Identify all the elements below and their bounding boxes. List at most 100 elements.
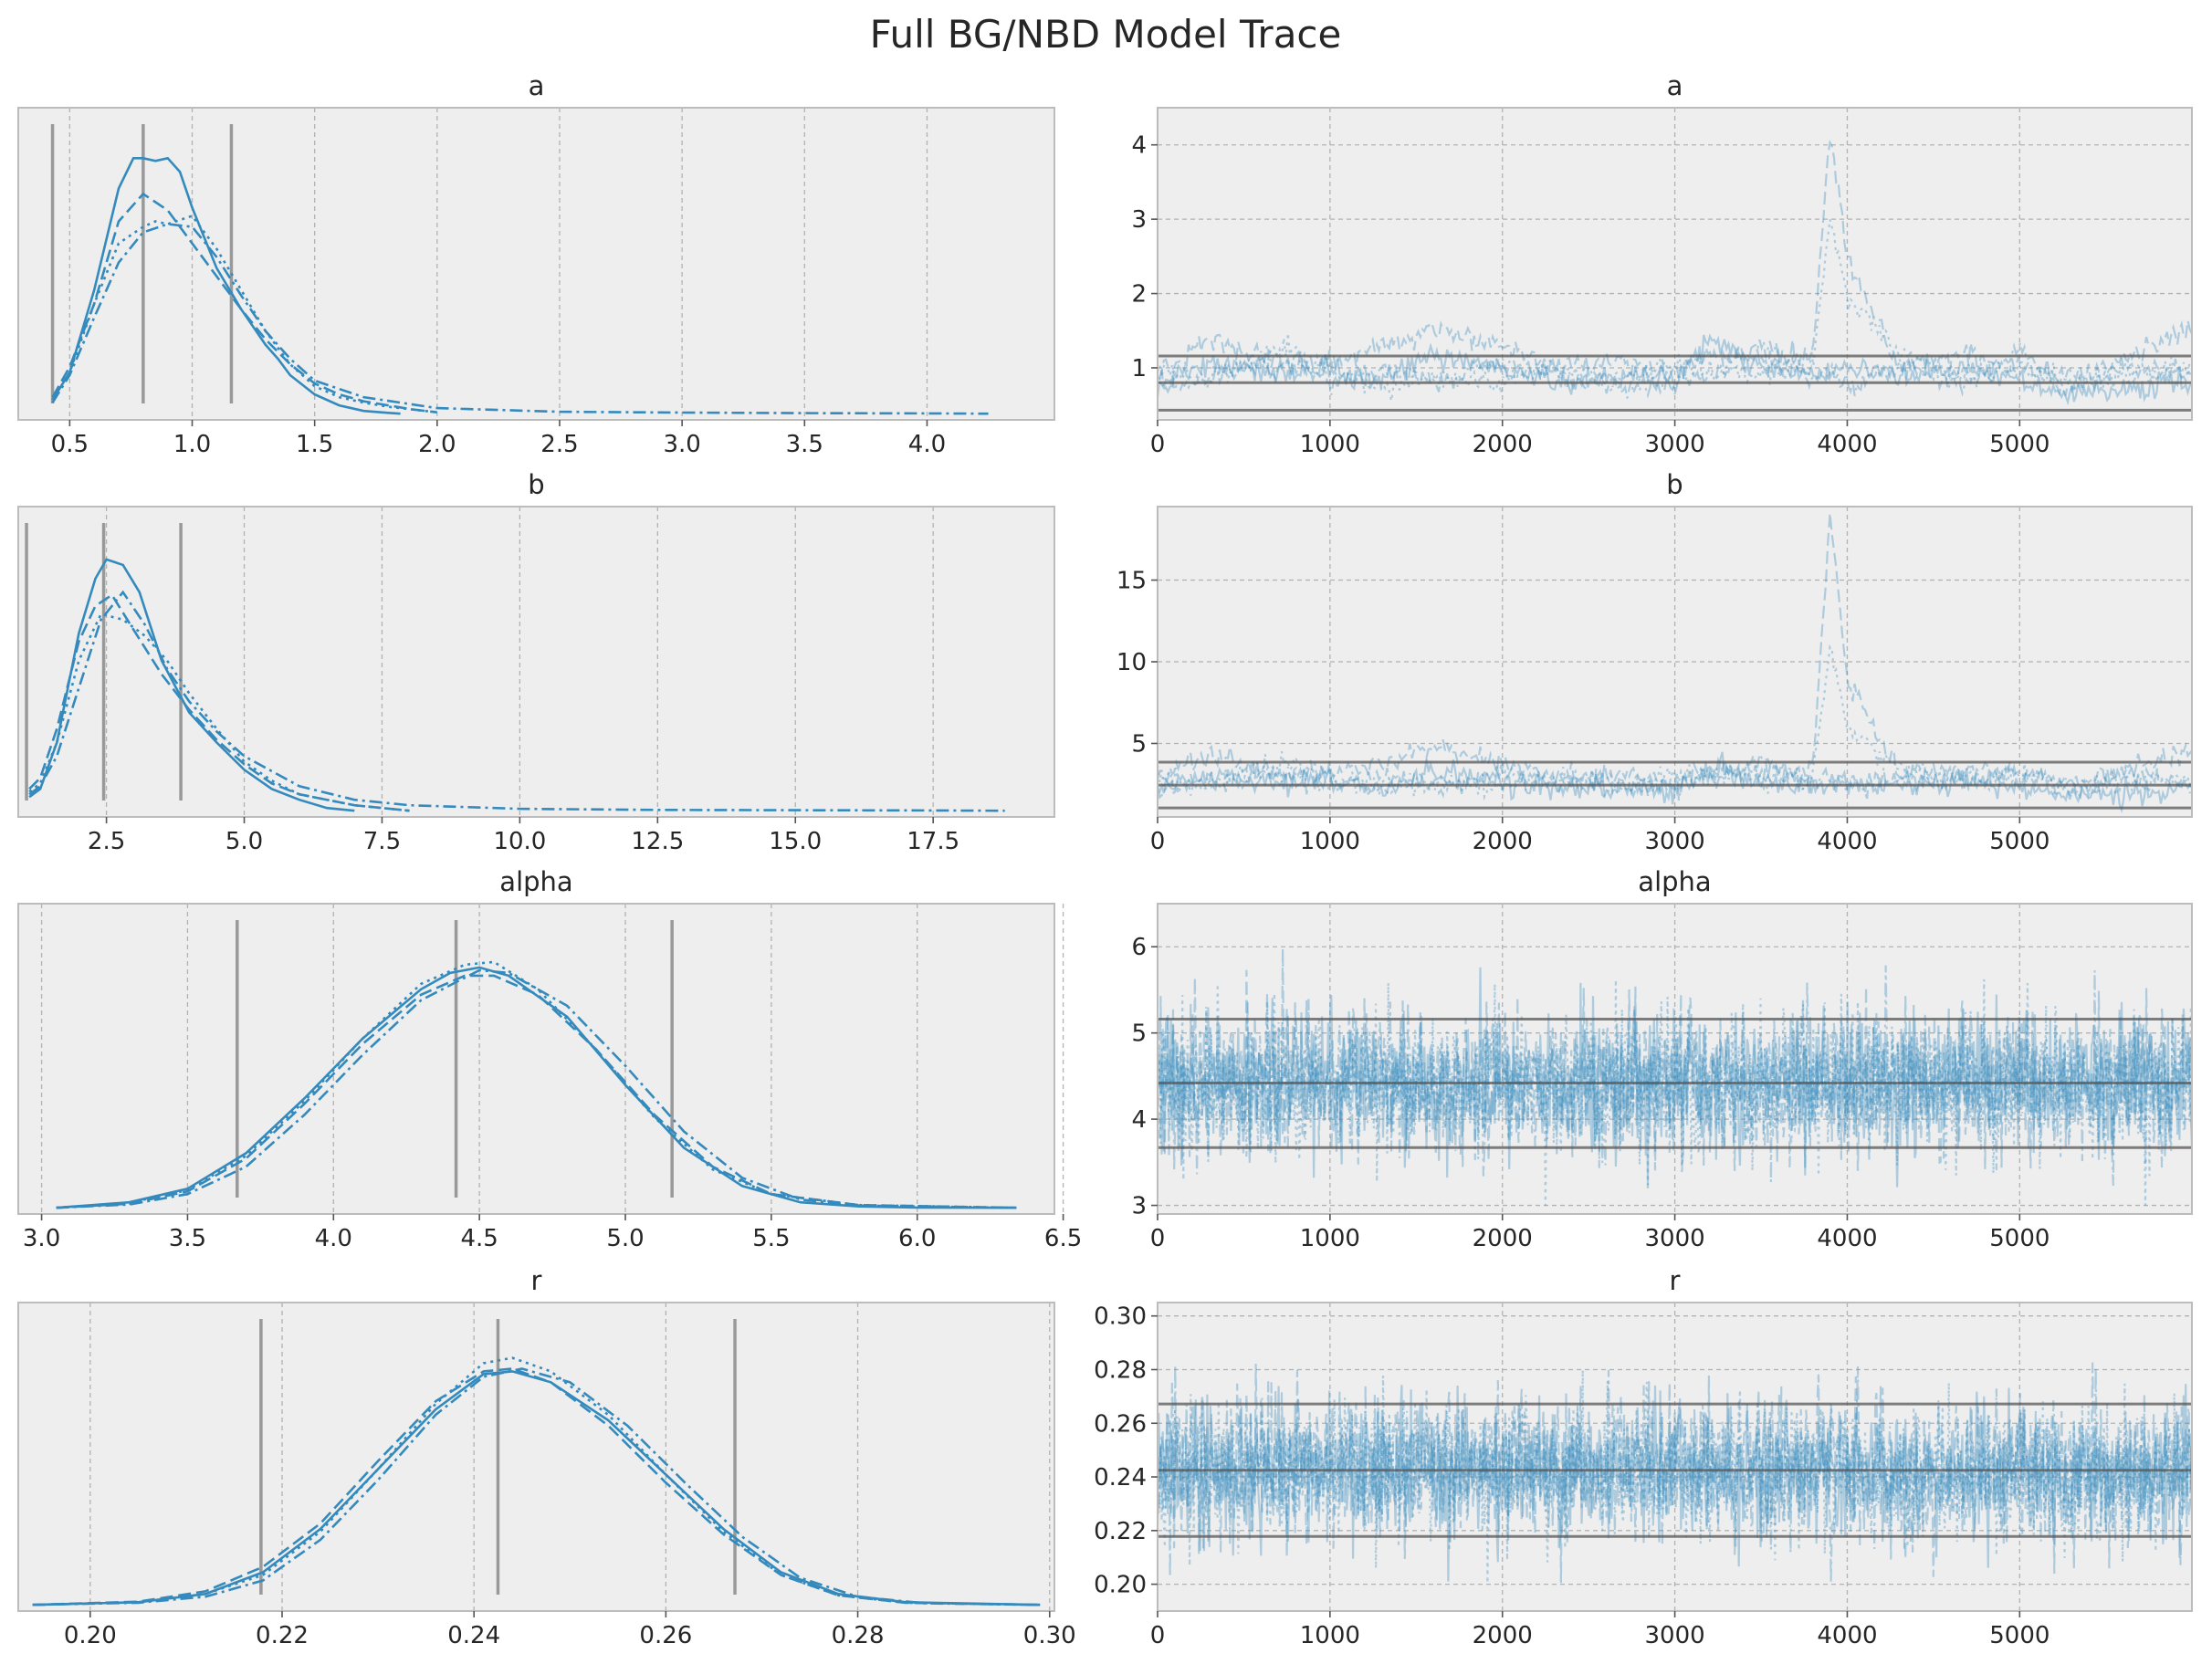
x-tick-label: 3000 — [1645, 1225, 1705, 1252]
x-tick-label: 0.26 — [639, 1622, 692, 1649]
x-tick-label: 0 — [1150, 828, 1166, 855]
plot-content — [1158, 512, 2192, 814]
figure-title: Full BG/NBD Model Trace — [870, 12, 1342, 57]
y-tick-label: 10 — [1116, 649, 1147, 676]
plot-area — [18, 108, 1054, 420]
x-tick-label: 17.5 — [907, 828, 959, 855]
plot-content — [1158, 139, 2192, 412]
panel-kde-b: b 2.5 5.0 7.5 10.0 12.5 15.0 17.5 — [17, 469, 1055, 855]
plot-area — [18, 507, 1054, 817]
panel-trace-b: b 0 1000 2000 3000 4000 5000 5 10 15 — [1116, 469, 2193, 855]
trace-series-dotted — [1158, 219, 2192, 402]
x-tick-label: 4.5 — [460, 1225, 498, 1252]
x-tick-label: 1.5 — [296, 431, 333, 458]
y-tick-label: 0.24 — [1094, 1464, 1147, 1491]
y-tick-label: 15 — [1116, 568, 1147, 595]
panel-kde-alpha: alpha 3.0 3.5 4.0 4.5 5.0 5.5 6.0 6.5 — [17, 866, 1082, 1252]
x-tick-label: 0.30 — [1023, 1622, 1076, 1649]
x-tick-label: 1000 — [1300, 431, 1360, 458]
x-tick-label: 5.0 — [606, 1225, 644, 1252]
plot-content — [56, 920, 1017, 1209]
kde-series-dashed — [56, 974, 1017, 1209]
trace-series-dotted — [1158, 644, 2192, 801]
y-tick-label: 3 — [1131, 206, 1147, 234]
trace-series-dashed — [1158, 1363, 2192, 1584]
x-tick-label: 1.0 — [173, 431, 211, 458]
plot-frame — [17, 1302, 1055, 1612]
x-tick-label: 5.0 — [225, 828, 263, 855]
plot-area — [18, 904, 1054, 1214]
kde-series-dashdot — [32, 1367, 1041, 1606]
plot-content — [50, 124, 989, 415]
x-tick-label: 2.5 — [540, 431, 578, 458]
kde-series-dashed — [28, 592, 410, 812]
x-tick-label: 5000 — [1989, 1225, 2050, 1252]
kde-series-dashdot — [51, 223, 989, 415]
x-tick-label: 0.5 — [51, 431, 89, 458]
plot-content — [1158, 1362, 2192, 1584]
y-tick-label: 4 — [1131, 1106, 1147, 1134]
x-tick-label: 4000 — [1817, 828, 1877, 855]
panel-trace-r: r 0 1000 2000 3000 4000 5000 0.20 0.22 0.24 0.26 0.… — [1094, 1265, 2193, 1649]
x-tick-label: 3000 — [1645, 431, 1705, 458]
x-tick-label: 4000 — [1817, 1622, 1877, 1649]
x-tick-label: 12.5 — [631, 828, 684, 855]
x-tick-label: 10.0 — [493, 828, 546, 855]
x-tick-label: 0.22 — [256, 1622, 309, 1649]
x-tick-label: 5.5 — [752, 1225, 790, 1252]
y-tick-label: 4 — [1131, 132, 1147, 160]
x-tick-label: 0 — [1150, 431, 1166, 458]
kde-series-dashdot — [56, 968, 1017, 1209]
kde-series-dotted — [51, 214, 437, 413]
panel-title: b — [528, 469, 544, 500]
y-tick-label: 0.28 — [1094, 1356, 1147, 1384]
x-tick-label: 6.0 — [898, 1225, 936, 1252]
kde-series-dashed — [32, 1367, 1041, 1606]
y-tick-label: 5 — [1131, 730, 1147, 758]
x-tick-label: 3.5 — [786, 431, 823, 458]
x-tick-label: 5000 — [1989, 431, 2050, 458]
x-tick-label: 1000 — [1300, 1622, 1360, 1649]
panel-trace-alpha: alpha 0 1000 2000 3000 4000 5000 3 4 5 6 — [1131, 866, 2193, 1252]
trace-series-dotted — [1158, 979, 2192, 1206]
x-tick-label: 3000 — [1645, 828, 1705, 855]
x-tick-label: 4.0 — [908, 431, 946, 458]
trace-series-dashdot — [1158, 1362, 2192, 1583]
panel-trace-a: a 0 1000 2000 3000 4000 5000 1 2 3 4 — [1131, 70, 2193, 458]
x-tick-label: 0.24 — [447, 1622, 500, 1649]
kde-series-solid — [51, 156, 401, 415]
y-tick-label: 3 — [1131, 1193, 1147, 1220]
x-tick-label: 0.28 — [832, 1622, 885, 1649]
trace-series-solid — [1158, 967, 2192, 1189]
panel-title: alpha — [1638, 866, 1711, 897]
x-tick-label: 6.5 — [1044, 1225, 1082, 1252]
trace-series-dashed — [1158, 512, 2192, 793]
x-tick-label: 2.5 — [88, 828, 125, 855]
trace-series-dashed — [1158, 948, 2192, 1171]
x-tick-label: 4000 — [1817, 431, 1877, 458]
x-tick-label: 3.0 — [23, 1225, 60, 1252]
x-tick-label: 15.0 — [769, 828, 822, 855]
trace-series-dashdot — [1158, 965, 2192, 1187]
x-tick-label: 5000 — [1989, 1622, 2050, 1649]
y-tick-label: 6 — [1131, 934, 1147, 961]
plot-content — [1158, 948, 2192, 1206]
x-tick-label: 2000 — [1473, 431, 1533, 458]
panel-title: a — [529, 70, 545, 101]
plot-content — [32, 1319, 1041, 1606]
x-tick-label: 4000 — [1817, 1225, 1877, 1252]
plot-area — [18, 1303, 1054, 1611]
y-tick-label: 0.26 — [1094, 1410, 1147, 1438]
plot-content — [25, 523, 1005, 812]
y-tick-label: 0.20 — [1094, 1572, 1147, 1599]
y-tick-label: 2 — [1131, 281, 1147, 309]
x-tick-label: 3.0 — [663, 431, 700, 458]
y-tick-label: 0.22 — [1094, 1518, 1147, 1545]
plot-frame — [17, 506, 1055, 818]
y-tick-label: 5 — [1131, 1020, 1147, 1048]
x-tick-label: 2000 — [1473, 1622, 1533, 1649]
kde-series-dotted — [32, 1356, 1041, 1606]
trace-series-dotted — [1158, 1369, 2192, 1584]
panel-kde-a: a 0.5 1.0 1.5 2.0 2.5 3.0 3.5 4.0 — [17, 70, 1055, 458]
x-tick-label: 5000 — [1989, 828, 2050, 855]
